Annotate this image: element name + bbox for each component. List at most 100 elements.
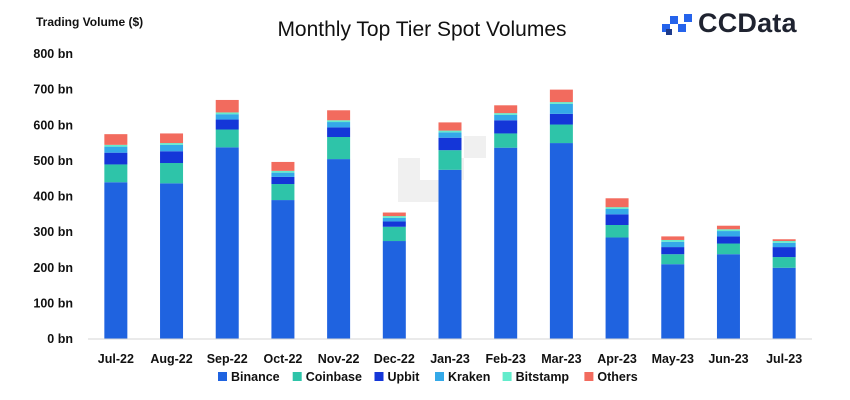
bar-segment-binance: [160, 183, 184, 339]
x-tick-label: Mar-23: [541, 352, 581, 366]
bar-segment-others: [215, 99, 239, 113]
legend-swatch-binance: [218, 372, 227, 381]
bar-segment-coinbase: [549, 124, 573, 144]
y-tick-label: 100 bn: [33, 296, 73, 310]
bar-stack: [327, 110, 351, 339]
x-tick-label: Jun-23: [708, 352, 748, 366]
bar-segment-binance: [382, 241, 406, 339]
x-tick-label: Jan-23: [430, 352, 470, 366]
x-tick-label: May-23: [652, 352, 694, 366]
x-tick-label: Apr-23: [597, 352, 637, 366]
y-tick-label: 300 bn: [33, 225, 73, 239]
bar-segment-others: [271, 161, 295, 171]
bar-stack: [382, 212, 406, 339]
bar-segment-bitstamp: [549, 102, 573, 104]
bar-stack: [772, 239, 796, 339]
bar-segment-kraken: [605, 208, 629, 215]
bar-segment-others: [438, 122, 462, 131]
bar-stack: [549, 89, 573, 339]
bar-stack: [438, 122, 462, 339]
bar-segment-bitstamp: [215, 112, 239, 115]
x-tick-label: Sep-22: [207, 352, 248, 366]
legend-label-binance: Binance: [231, 370, 280, 384]
bar-segment-kraken: [327, 122, 351, 128]
y-tick-label: 700 bn: [33, 83, 73, 97]
legend-swatch-others: [584, 372, 594, 381]
bar-segment-upbit: [104, 152, 128, 165]
bar-stack: [605, 198, 629, 339]
bar-segment-bitstamp: [438, 130, 462, 133]
y-tick-label: 200 bn: [33, 261, 73, 275]
bar-segment-others: [104, 134, 128, 145]
bar-segment-bitstamp: [494, 113, 518, 115]
legend-label-kraken: Kraken: [448, 370, 490, 384]
x-tick-label: Feb-23: [486, 352, 526, 366]
legend-label-upbit: Upbit: [388, 370, 421, 384]
y-axis-label: Trading Volume ($): [36, 15, 143, 29]
bar-segment-bitstamp: [382, 216, 406, 218]
x-tick-label: Dec-22: [374, 352, 415, 366]
chart-title: Monthly Top Tier Spot Volumes: [277, 18, 566, 41]
bar-segment-binance: [271, 200, 295, 339]
bar-stack: [661, 236, 685, 339]
ccdata-logo-text: CCData: [698, 8, 797, 38]
bar-segment-coinbase: [494, 133, 518, 148]
y-tick-label: 0 bn: [47, 332, 73, 346]
bar-segment-coinbase: [104, 164, 128, 183]
bar-segment-upbit: [438, 137, 462, 151]
legend-swatch-upbit: [374, 372, 384, 381]
bar-segment-binance: [772, 267, 796, 339]
legend-label-coinbase: Coinbase: [306, 370, 362, 384]
bar-segment-kraken: [438, 132, 462, 138]
bar-segment-bitstamp: [772, 241, 796, 243]
ccdata-logo-icon: [662, 13, 692, 35]
bar-segment-coinbase: [438, 150, 462, 170]
bar-segment-others: [716, 225, 740, 230]
bar-segment-upbit: [549, 113, 573, 125]
bar-stack: [271, 161, 295, 339]
bar-segment-others: [772, 239, 796, 242]
bar-segment-binance: [661, 264, 685, 339]
bar-segment-kraken: [382, 217, 406, 222]
bar-stack: [160, 133, 184, 339]
bar-segment-coinbase: [772, 257, 796, 268]
bar-segment-others: [494, 105, 518, 114]
bar-segment-kraken: [104, 146, 128, 153]
legend: Binance Coinbase Upbit Kraken Bitstamp Others: [218, 370, 638, 384]
legend-label-others: Others: [597, 370, 637, 384]
bar-segment-upbit: [772, 247, 796, 258]
bar-segment-upbit: [605, 214, 629, 225]
legend-label-bitstamp: Bitstamp: [516, 370, 570, 384]
bar-segment-kraken: [215, 114, 239, 120]
bar-stack: [716, 225, 740, 339]
bar-segment-upbit: [716, 236, 740, 244]
bar-segment-kraken: [772, 242, 796, 248]
bar-segment-others: [549, 89, 573, 103]
bar-segment-kraken: [549, 103, 573, 114]
x-tick-label: Aug-22: [150, 352, 192, 366]
bar-segment-binance: [215, 147, 239, 339]
x-tick-label: Oct-22: [263, 352, 302, 366]
bar-segment-upbit: [661, 247, 685, 255]
bar-segment-bitstamp: [104, 144, 128, 147]
y-tick-label: 500 bn: [33, 154, 73, 168]
bar-series-group: [104, 89, 796, 339]
bar-segment-kraken: [271, 172, 295, 177]
bar-segment-binance: [438, 169, 462, 339]
bar-segment-coinbase: [716, 243, 740, 255]
bar-segment-others: [382, 212, 406, 217]
bar-segment-upbit: [160, 151, 184, 164]
bar-segment-upbit: [327, 127, 351, 138]
bar-segment-kraken: [716, 231, 740, 237]
y-tick-label: 600 bn: [33, 118, 73, 132]
x-tick-label: Nov-22: [318, 352, 360, 366]
x-axis-ticks: Jul-22 Aug-22 Sep-22 Oct-22 Nov-22 Dec-22 Jan-…: [98, 352, 802, 366]
bar-stack: [494, 105, 518, 339]
bar-segment-others: [327, 110, 351, 121]
bar-segment-others: [160, 133, 184, 144]
bar-segment-coinbase: [382, 226, 406, 242]
bar-segment-coinbase: [215, 129, 239, 148]
bar-segment-bitstamp: [716, 229, 740, 232]
bar-segment-coinbase: [271, 184, 295, 201]
